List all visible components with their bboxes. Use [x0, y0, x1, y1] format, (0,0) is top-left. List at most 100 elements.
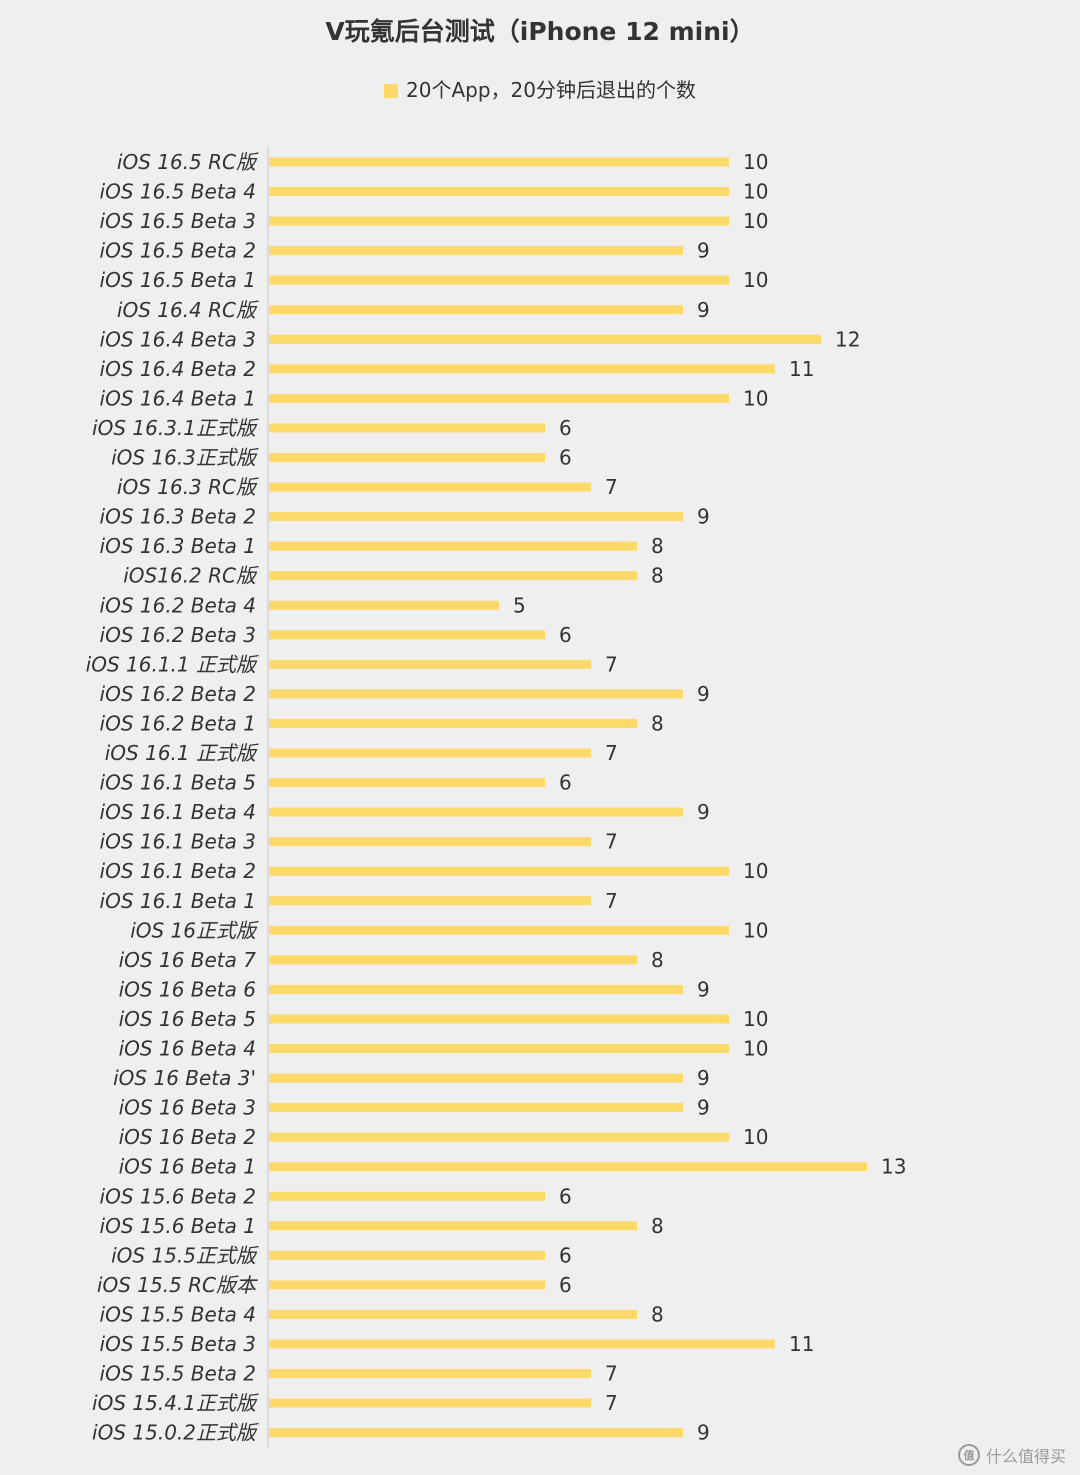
data-label: 8	[651, 1214, 664, 1238]
bar	[269, 541, 637, 551]
data-label: 10	[743, 859, 768, 883]
bar	[269, 1280, 545, 1290]
bar	[269, 1369, 591, 1379]
category-label: iOS 16.1 Beta 3	[100, 830, 256, 854]
data-label: 6	[559, 446, 572, 470]
bar	[269, 866, 729, 876]
category-label: iOS 15.6 Beta 2	[100, 1184, 256, 1208]
bar	[269, 1014, 729, 1024]
category-label: iOS 15.0.2正式版	[92, 1421, 259, 1445]
data-label: 9	[697, 1421, 710, 1445]
category-label: iOS 16 Beta 4	[119, 1037, 256, 1061]
category-label: iOS 16.3 Beta 2	[100, 505, 256, 529]
category-label: iOS 16.1 正式版	[105, 741, 259, 765]
data-label: 10	[743, 918, 768, 942]
data-label: 10	[743, 268, 768, 292]
category-label: iOS 16 Beta 2	[119, 1125, 256, 1149]
category-label: iOS16.2 RC版	[123, 564, 259, 588]
bar	[269, 275, 729, 285]
data-label: 6	[559, 1273, 572, 1297]
bar	[269, 1250, 545, 1260]
category-label: iOS 16.1 Beta 4	[100, 800, 256, 824]
category-label: iOS 16.1.1 正式版	[86, 652, 259, 676]
bar	[269, 187, 729, 197]
bar	[269, 718, 637, 728]
bar	[269, 1044, 729, 1053]
category-label: iOS 16.2 Beta 3	[100, 623, 256, 647]
legend-swatch	[384, 84, 398, 98]
bar	[269, 1103, 683, 1113]
category-label: iOS 16 Beta 6	[119, 977, 256, 1001]
legend-label: 20个App，20分钟后退出的个数	[406, 78, 696, 102]
bar	[269, 1398, 591, 1408]
data-label: 7	[605, 1362, 618, 1386]
bar	[269, 1428, 683, 1438]
bar	[269, 482, 591, 492]
bar	[269, 364, 775, 374]
data-label: 8	[651, 711, 664, 735]
data-label: 11	[789, 357, 814, 381]
bar	[269, 659, 591, 669]
category-label: iOS 15.4.1正式版	[92, 1391, 259, 1415]
bar	[269, 984, 683, 994]
category-label: iOS 16.3.1正式版	[92, 416, 259, 440]
category-label: iOS 16正式版	[130, 918, 259, 942]
category-label: iOS 16.1 Beta 1	[100, 889, 256, 913]
watermark-logo-icon: 值	[957, 1444, 980, 1466]
category-label: iOS 16 Beta 7	[119, 948, 257, 972]
data-label: 6	[559, 771, 572, 795]
bar	[269, 630, 545, 640]
data-label: 10	[743, 1007, 768, 1031]
data-label: 10	[743, 1037, 768, 1061]
category-label: iOS 16.5 RC版	[117, 150, 259, 174]
category-label: iOS 15.5 Beta 3	[100, 1332, 256, 1356]
data-label: 6	[559, 1184, 572, 1208]
data-label: 7	[605, 652, 618, 676]
data-label: 7	[605, 1391, 618, 1415]
category-label: iOS 16.1 Beta 2	[100, 859, 256, 883]
bar	[269, 216, 729, 226]
bar	[269, 1339, 775, 1349]
bar	[269, 1162, 867, 1172]
category-label: iOS 16.3正式版	[111, 446, 259, 470]
category-label: iOS 16 Beta 3'	[113, 1066, 256, 1090]
data-label: 9	[697, 1066, 710, 1090]
category-label: iOS 16.4 Beta 1	[100, 386, 256, 410]
data-label: 12	[835, 327, 860, 351]
category-label: iOS 16 Beta 3	[119, 1096, 256, 1120]
data-label: 11	[789, 1332, 814, 1356]
category-label: iOS 15.5 Beta 2	[100, 1362, 256, 1386]
bar	[269, 423, 545, 433]
data-label: 7	[605, 741, 618, 765]
category-label: iOS 16.3 Beta 1	[100, 534, 256, 558]
category-label: iOS 16 Beta 1	[119, 1155, 256, 1179]
category-label: iOS 15.5 RC版本	[97, 1273, 258, 1297]
data-label: 7	[605, 889, 618, 913]
data-label: 10	[743, 1125, 768, 1149]
category-label: iOS 16.4 Beta 2	[100, 357, 256, 381]
data-label: 13	[881, 1155, 906, 1179]
data-label: 6	[559, 416, 572, 440]
data-label: 9	[697, 239, 710, 263]
data-label: 7	[605, 475, 618, 499]
data-label: 6	[559, 1243, 572, 1267]
bar	[269, 157, 729, 167]
data-label: 6	[559, 623, 572, 647]
category-label: iOS 16.4 RC版	[117, 298, 259, 322]
data-label: 9	[697, 682, 710, 706]
data-label: 10	[743, 180, 768, 204]
category-label: iOS 16.5 Beta 1	[100, 268, 256, 292]
bar	[269, 1132, 729, 1142]
data-label: 8	[651, 534, 664, 558]
data-label: 8	[651, 564, 664, 588]
bar	[269, 1073, 683, 1083]
data-label: 10	[743, 209, 768, 233]
category-label: iOS 15.5 Beta 4	[100, 1302, 256, 1326]
category-label: iOS 15.6 Beta 1	[100, 1214, 256, 1238]
category-label: iOS 16.5 Beta 2	[100, 239, 256, 263]
bar	[269, 896, 591, 906]
category-label: iOS 15.5正式版	[111, 1243, 259, 1267]
data-label: 9	[697, 800, 710, 824]
category-label: iOS 16.2 Beta 1	[100, 711, 256, 735]
